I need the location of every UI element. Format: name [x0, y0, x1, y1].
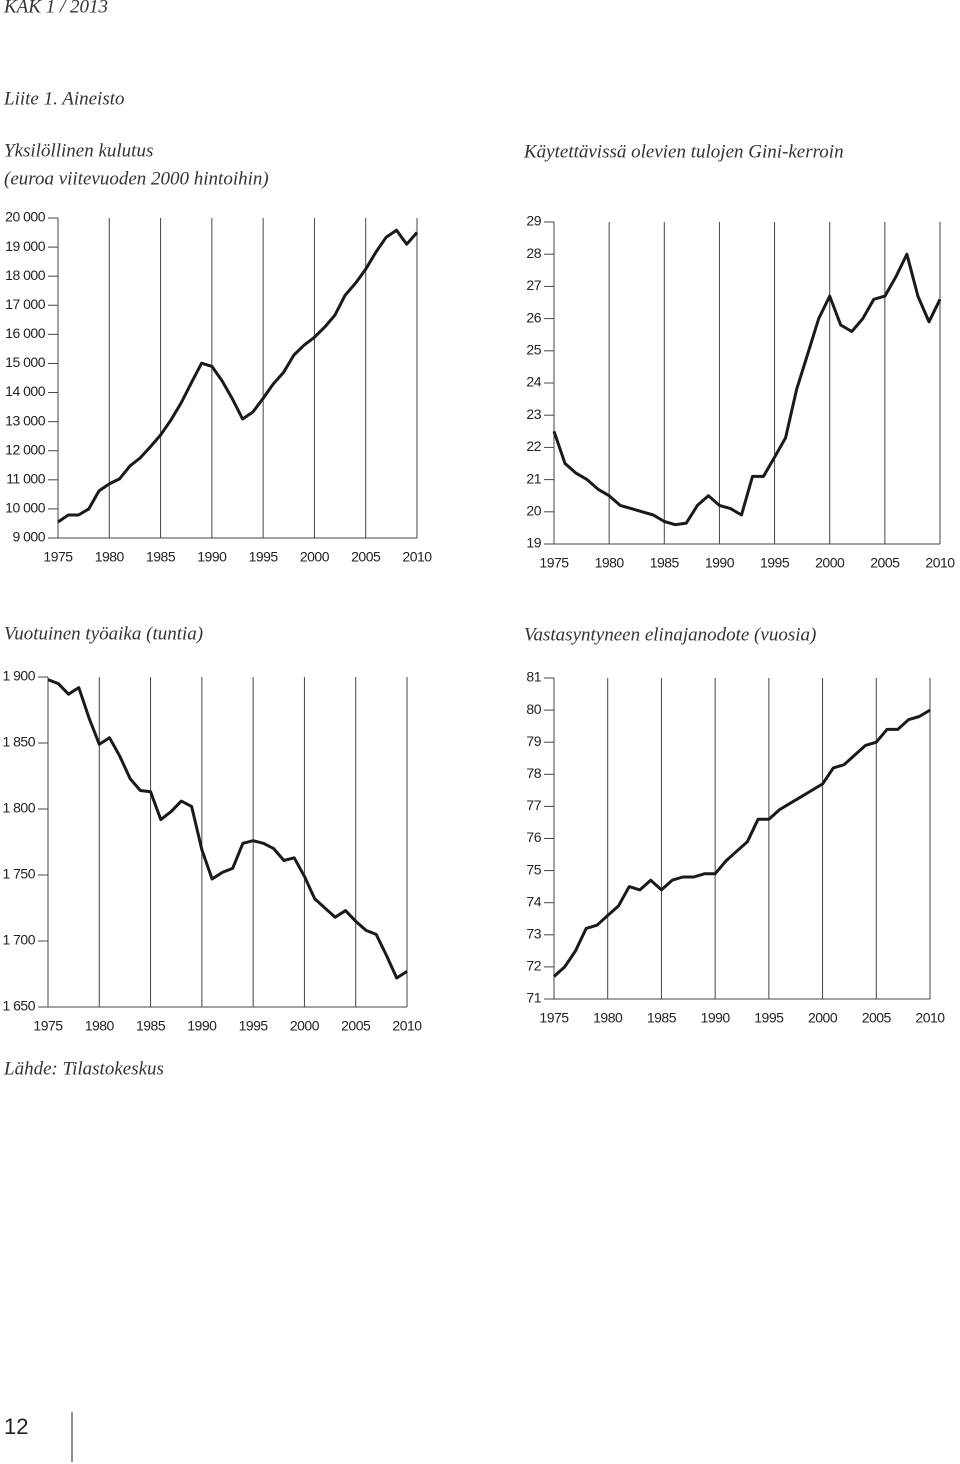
x-tick-label: 2005 [862, 1010, 892, 1026]
y-tick-label: 12 000 [5, 441, 46, 457]
x-tick-label: 1975 [43, 549, 73, 565]
x-tick-label: 1985 [136, 1018, 166, 1034]
y-tick-label: 18 000 [5, 267, 46, 283]
x-tick-label: 2010 [402, 549, 432, 565]
x-tick-label: 2000 [808, 1010, 838, 1026]
y-tick-label: 72 [526, 958, 541, 974]
x-tick-label: 1990 [197, 549, 227, 565]
y-tick-label: 14 000 [5, 383, 46, 399]
y-tick-label: 22 [526, 438, 541, 454]
y-tick-label: 76 [526, 829, 541, 845]
chart-title: Vastasyntyneen elinajanodote (vuosia) [524, 624, 816, 645]
x-tick-label: 1995 [760, 555, 790, 571]
chart-title: Käytettävissä olevien tulojen Gini-kerro… [523, 141, 844, 162]
data-line [552, 252, 942, 527]
page-number: 12 [4, 1414, 28, 1439]
x-tick-label: 1990 [701, 1010, 731, 1026]
y-tick-label: 19 [526, 535, 541, 551]
y-tick-label: 74 [526, 893, 541, 909]
y-tick-label: 1 850 [2, 734, 35, 750]
x-tick-label: 1975 [539, 555, 569, 571]
y-tick-label: 73 [526, 926, 541, 942]
x-tick-label: 1975 [539, 1010, 569, 1026]
x-tick-label: 1985 [647, 1010, 677, 1026]
x-tick-label: 1980 [593, 1010, 623, 1026]
y-tick-label: 20 000 [5, 209, 46, 225]
y-tick-label: 21 [526, 470, 541, 486]
chart-title: Vuotuinen työaika (tuntia) [4, 623, 203, 644]
x-tick-label: 1990 [705, 555, 735, 571]
y-tick-label: 26 [526, 309, 541, 325]
chart-title: Yksilöllinen kulutus [4, 140, 153, 161]
y-tick-label: 23 [526, 406, 541, 422]
x-tick-label: 1985 [146, 549, 176, 565]
x-tick-label: 1980 [95, 549, 125, 565]
data-line [47, 678, 408, 980]
y-tick-label: 81 [526, 669, 541, 685]
y-tick-label: 27 [526, 277, 541, 293]
y-tick-label: 13 000 [5, 412, 46, 428]
y-tick-label: 10 000 [5, 500, 46, 516]
section-title: Liite 1. Aineisto [3, 88, 125, 109]
y-tick-label: 1 700 [2, 932, 35, 948]
y-tick-label: 19 000 [5, 238, 46, 254]
y-tick-label: 75 [526, 861, 541, 877]
y-tick-label: 11 000 [6, 471, 45, 487]
y-tick-label: 24 [526, 374, 541, 390]
data-line [552, 708, 931, 978]
chart-subtitle: (euroa viitevuoden 2000 hintoihin) [4, 168, 269, 189]
data-line [57, 228, 419, 524]
y-tick-label: 20 [526, 503, 541, 519]
x-tick-label: 2005 [341, 1018, 371, 1034]
x-tick-label: 2010 [915, 1010, 945, 1026]
source: Lähde: Tilastokeskus [3, 1058, 164, 1079]
y-tick-label: 1 750 [2, 866, 35, 882]
y-tick-label: 15 000 [5, 354, 46, 370]
y-tick-label: 28 [526, 245, 541, 261]
y-tick-label: 1 900 [2, 668, 35, 684]
x-tick-label: 2005 [351, 549, 381, 565]
x-tick-label: 1975 [33, 1018, 63, 1034]
y-tick-label: 71 [526, 990, 541, 1006]
x-tick-label: 1980 [595, 555, 625, 571]
x-tick-label: 2000 [300, 549, 330, 565]
y-tick-label: 9 000 [12, 529, 45, 545]
x-tick-label: 1995 [754, 1010, 784, 1026]
x-tick-label: 1990 [187, 1018, 217, 1034]
x-tick-label: 1995 [239, 1018, 269, 1034]
x-tick-label: 1985 [650, 555, 680, 571]
y-tick-label: 25 [526, 342, 541, 358]
y-tick-label: 17 000 [5, 296, 46, 312]
x-tick-label: 2010 [392, 1018, 422, 1034]
x-tick-label: 2005 [870, 555, 900, 571]
x-tick-label: 2000 [815, 555, 845, 571]
y-tick-label: 79 [526, 733, 541, 749]
x-tick-label: 2000 [290, 1018, 320, 1034]
y-tick-label: 29 [526, 213, 541, 229]
header: KAK 1 / 2013 [3, 0, 108, 17]
y-tick-label: 1 650 [2, 998, 35, 1014]
y-tick-label: 78 [526, 765, 541, 781]
y-tick-label: 1 800 [2, 800, 35, 816]
y-tick-label: 16 000 [5, 325, 46, 341]
y-tick-label: 77 [526, 797, 541, 813]
x-tick-label: 2010 [925, 555, 955, 571]
y-tick-label: 80 [526, 701, 541, 717]
x-tick-label: 1980 [85, 1018, 115, 1034]
x-tick-label: 1995 [249, 549, 279, 565]
